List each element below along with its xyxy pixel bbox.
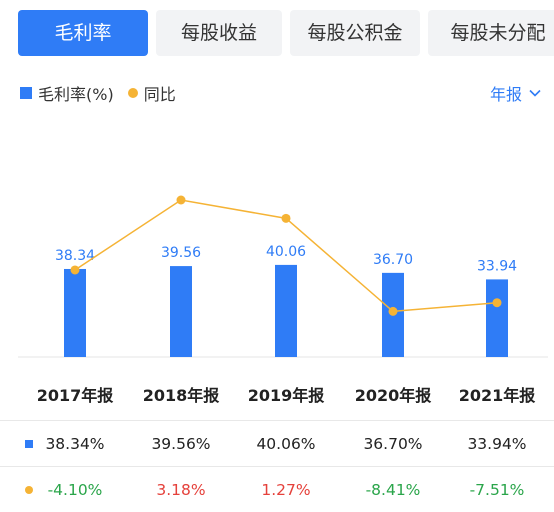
- tab-reserve-per-share[interactable]: 每股公积金: [290, 10, 420, 56]
- yoy-point-1: [176, 195, 186, 205]
- table-header-cell: 2017年报: [36, 386, 114, 405]
- table-cell-margin: 39.56%: [151, 434, 211, 453]
- bar-label-0: 38.34: [55, 248, 95, 264]
- margin-row-marker: [25, 421, 33, 466]
- table-cell-yoy: -7.51%: [469, 480, 525, 499]
- table-header-cell: 2019年报: [247, 386, 325, 405]
- table-cell-margin: 33.94%: [467, 434, 527, 453]
- yoy-point-0: [70, 265, 80, 275]
- tab-undistributed-per-share[interactable]: 每股未分配: [428, 10, 554, 56]
- period-selector[interactable]: 年报: [490, 81, 542, 105]
- table-header-cell: 2018年报: [142, 386, 220, 405]
- bar-0: [64, 268, 86, 357]
- table-row-yoy: -4.10% 3.18% 1.27% -8.41% -7.51%: [0, 466, 554, 512]
- yoy-point-4: [492, 298, 502, 308]
- yoy-point-3: [388, 306, 398, 316]
- tab-eps[interactable]: 每股收益: [156, 10, 282, 56]
- bar-label-1: 39.56: [161, 245, 201, 261]
- chart-legend: 毛利率(%) 同比: [20, 82, 176, 104]
- period-label: 年报: [489, 85, 522, 104]
- table-cell-yoy: -4.10%: [47, 480, 103, 499]
- bar-label-3: 36.70: [373, 252, 413, 268]
- table-header-row: 2017年报 2018年报 2019年报 2020年报 2021年报: [0, 368, 554, 420]
- yoy-point-2: [281, 213, 291, 223]
- bar-2: [275, 264, 297, 357]
- gross-margin-chart: 38.34 39.56 40.06 36.70 33.94: [18, 195, 548, 358]
- bar-4: [486, 279, 508, 357]
- bar-legend-marker: [20, 87, 32, 99]
- yoy-row-marker: [25, 467, 33, 512]
- bar-1: [170, 266, 192, 357]
- table-row-margin: 38.34% 39.56% 40.06% 36.70% 33.94%: [0, 420, 554, 466]
- data-table: 2017年报 2018年报 2019年报 2020年报 2021年报 38.34% 39.…: [0, 368, 554, 512]
- table-header-cell: 2020年报: [354, 386, 432, 405]
- table-header-cell: 2021年报: [458, 386, 536, 405]
- table-cell-margin: 40.06%: [256, 434, 316, 453]
- table-cell-yoy: -8.41%: [365, 480, 421, 499]
- line-legend-label: 同比: [143, 85, 176, 104]
- tab-gross-margin[interactable]: 毛利率: [18, 10, 148, 56]
- line-legend-marker: [127, 88, 138, 98]
- tab-bar: 毛利率 每股收益 每股公积金 每股未分配: [0, 0, 554, 60]
- table-cell-yoy: 1.27%: [261, 480, 311, 499]
- table-cell-margin: 38.34%: [45, 434, 105, 453]
- bar-legend-label: 毛利率(%): [38, 85, 114, 104]
- table-cell-yoy: 3.18%: [156, 480, 206, 499]
- table-cell-margin: 36.70%: [363, 434, 423, 453]
- bar-label-2: 40.06: [266, 244, 306, 260]
- chevron-down-icon: [529, 89, 541, 97]
- bar-label-4: 33.94: [477, 258, 517, 274]
